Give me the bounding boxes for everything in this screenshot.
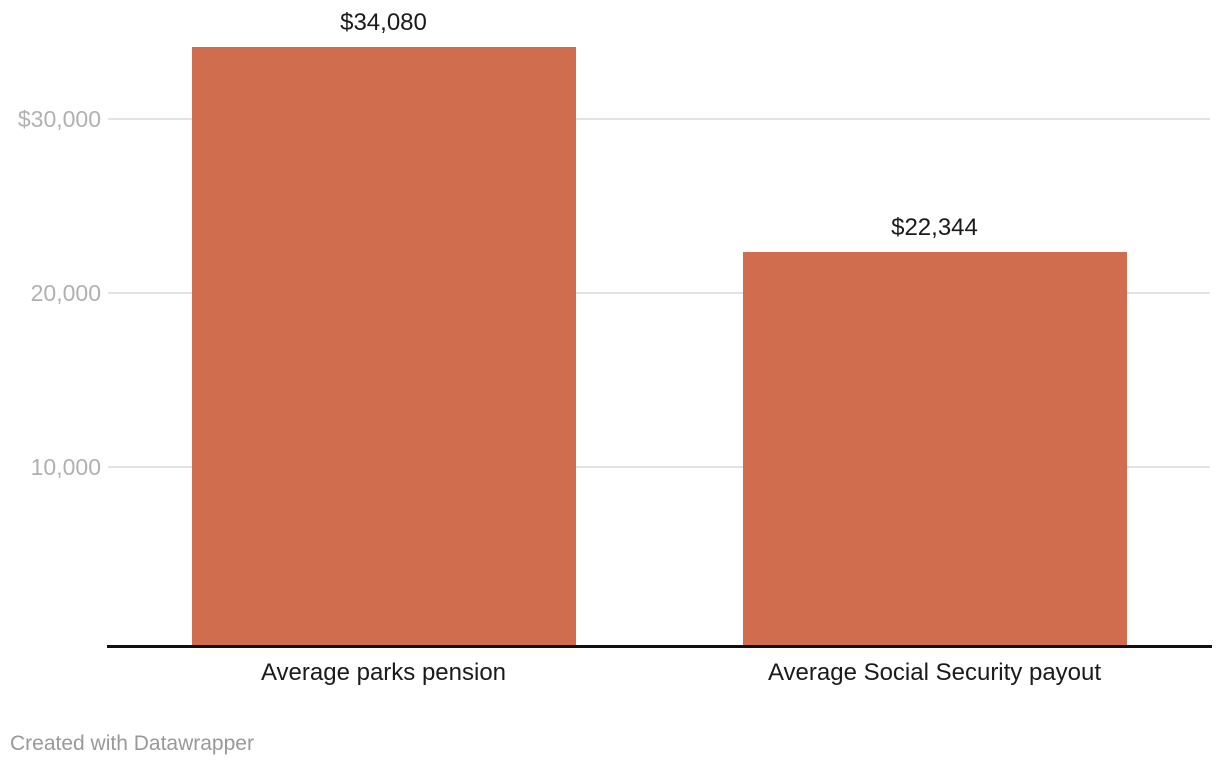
category-label: Average Social Security payout (767, 659, 1102, 686)
bar (743, 252, 1127, 645)
y-tick-label: 20,000 (30, 280, 101, 306)
gridline (108, 118, 1210, 120)
gridline (108, 292, 1210, 294)
gridline (108, 466, 1210, 468)
category-label: Average parks pension (260, 659, 507, 686)
x-axis-line (107, 645, 1212, 648)
bar-value-label: $34,080 (340, 9, 427, 36)
y-tick-label: 10,000 (30, 454, 101, 480)
y-tick-label: $30,000 (17, 106, 101, 132)
bar-value-label: $22,344 (891, 214, 978, 241)
bar (192, 47, 576, 645)
datawrapper-credit: Created with Datawrapper (10, 732, 254, 755)
